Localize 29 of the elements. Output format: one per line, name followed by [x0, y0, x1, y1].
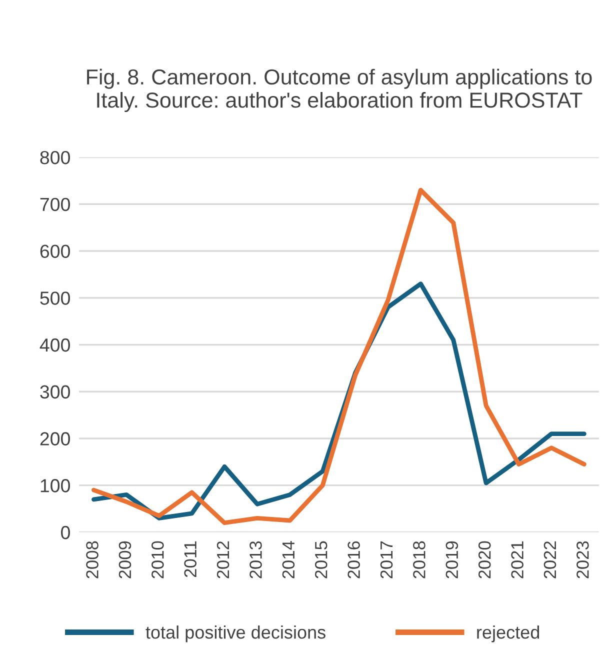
x-tick-label: 2009: [118, 541, 132, 578]
chart-title: Fig. 8. Cameroon. Outcome of asylum applications to Italy. Source: author's elaboration from EUROSTAT: [87, 68, 592, 112]
x-tick-label: 2022: [544, 541, 556, 578]
x-tick-label: 2008: [86, 541, 98, 578]
y-tick-label: 100: [40, 479, 70, 492]
legend-label: total positive decisions: [146, 625, 326, 642]
y-tick-label: 700: [40, 198, 70, 212]
line-series: [92, 188, 586, 526]
x-tick-label: 2013: [250, 541, 262, 578]
y-tick-label: 400: [40, 338, 70, 352]
x-tick-label: 2015: [314, 541, 328, 578]
x-tick-label: 2016: [348, 541, 360, 578]
y-tick-label: 0: [61, 526, 70, 540]
x-tick-label: 2018: [413, 541, 426, 578]
y-tick-label: 600: [40, 244, 70, 258]
y-tick-label: 800: [40, 150, 70, 164]
x-tick-label: 2023: [576, 541, 589, 578]
x-tick-label: 2017: [380, 541, 393, 578]
legend-label: rejected: [477, 625, 540, 642]
x-tick-label: 2010: [152, 541, 164, 578]
y-tick-label: 200: [40, 432, 70, 446]
x-tick-label: 2014: [282, 541, 295, 578]
y-tick-label: 300: [40, 385, 70, 399]
x-tick-label: 2021: [511, 541, 524, 578]
x-tick-label: 2020: [478, 541, 491, 578]
x-tick-label: 2012: [216, 541, 230, 578]
y-tick-label: 500: [40, 292, 70, 305]
x-tick-label: 2011: [184, 541, 196, 578]
x-tick-label: 2019: [446, 541, 458, 578]
